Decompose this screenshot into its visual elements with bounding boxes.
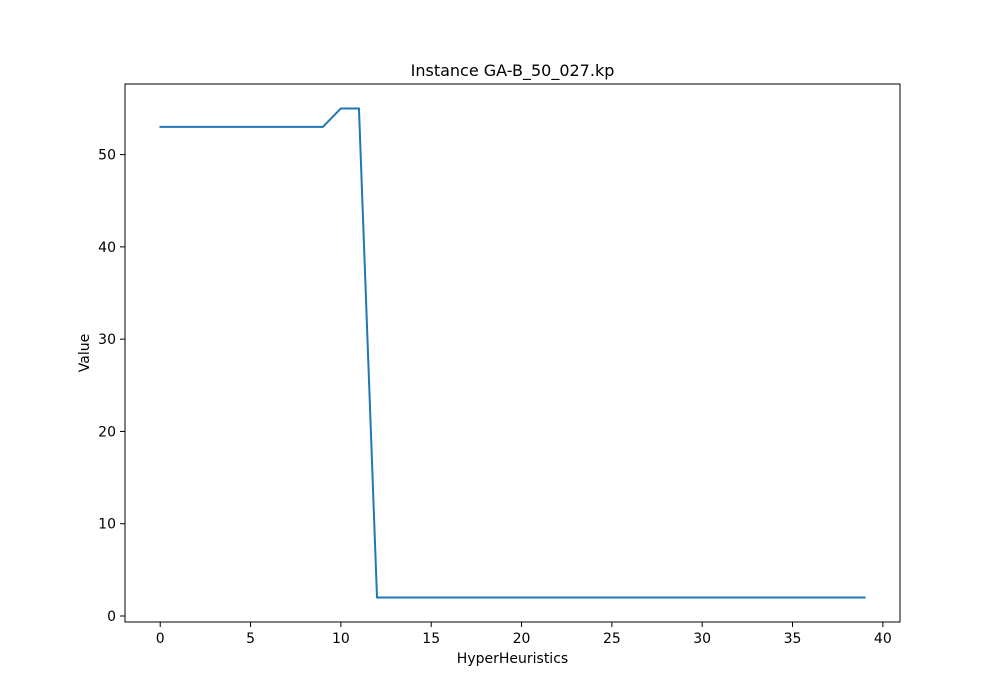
data-point [484, 596, 487, 599]
data-point [213, 125, 216, 128]
data-point [827, 596, 830, 599]
data-point [394, 596, 397, 599]
data-point [845, 596, 848, 599]
x-axis-label: HyperHeuristics [457, 651, 568, 667]
plot-frame [124, 83, 901, 623]
data-point [737, 596, 740, 599]
data-point [231, 125, 234, 128]
data-point [556, 596, 559, 599]
data-point [665, 596, 668, 599]
x-tick-label: 10 [332, 631, 350, 647]
data-point [719, 596, 722, 599]
data-point [646, 596, 649, 599]
data-point [683, 596, 686, 599]
y-tick-label: 20 [98, 424, 116, 440]
data-point [466, 596, 469, 599]
data-point [791, 596, 794, 599]
data-point [430, 596, 433, 599]
plot-layer [159, 107, 866, 599]
data-point [538, 596, 541, 599]
data-point [610, 596, 613, 599]
data-point [628, 596, 631, 599]
data-point [863, 596, 866, 599]
x-tick-label: 15 [422, 631, 440, 647]
x-tick-label: 35 [784, 631, 802, 647]
y-tick-label: 50 [98, 148, 116, 164]
data-point [357, 107, 360, 110]
data-point [809, 596, 812, 599]
data-point [376, 596, 379, 599]
y-tick-label: 30 [98, 332, 116, 348]
data-point [339, 107, 342, 110]
data-point [303, 125, 306, 128]
x-tick-label: 5 [246, 631, 255, 647]
chart-title: Instance GA-B_50_027.kp [411, 61, 615, 81]
data-point [267, 125, 270, 128]
x-tick-label: 20 [513, 631, 531, 647]
y-axis-ticks: 0 10 20 30 40 50 [98, 148, 125, 625]
data-point [321, 125, 324, 128]
data-point [448, 596, 451, 599]
data-point [574, 596, 577, 599]
data-point [412, 596, 415, 599]
x-tick-label: 25 [603, 631, 621, 647]
data-point [773, 596, 776, 599]
y-axis-label: Value [77, 334, 93, 372]
data-point [249, 125, 252, 128]
y-tick-label: 10 [98, 517, 116, 533]
data-point [159, 125, 162, 128]
x-tick-label: 30 [693, 631, 711, 647]
data-point [701, 596, 704, 599]
series-line [160, 107, 865, 599]
data-point [195, 125, 198, 128]
x-axis-ticks: 0 5 10 15 20 25 30 35 40 [156, 622, 892, 647]
y-tick-label: 40 [98, 240, 116, 256]
data-point [177, 125, 180, 128]
data-point [592, 596, 595, 599]
x-tick-label: 40 [874, 631, 892, 647]
data-point [502, 596, 505, 599]
y-tick-label: 0 [107, 609, 116, 625]
data-point [285, 125, 288, 128]
x-tick-label: 0 [156, 631, 165, 647]
data-point [755, 596, 758, 599]
data-point [520, 596, 523, 599]
